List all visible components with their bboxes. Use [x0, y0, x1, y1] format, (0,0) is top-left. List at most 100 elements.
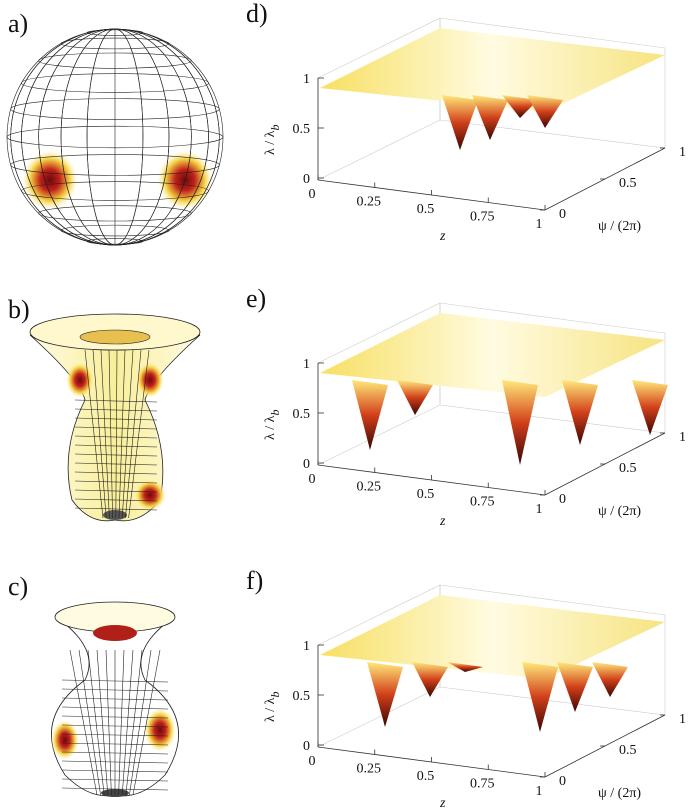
x-tick-label: 1	[536, 502, 543, 517]
surface-dip	[442, 95, 478, 150]
y-axis-label: λ / λb	[263, 410, 282, 440]
wire-line	[10, 28, 220, 246]
x-tick-label: 1	[536, 217, 543, 232]
surface-dip	[562, 380, 598, 445]
psi-tick-label: 0	[559, 492, 566, 507]
x-tick-label: 0.25	[357, 195, 382, 210]
y-tick-label: 0	[303, 457, 310, 472]
x-tick-label: 0	[309, 472, 316, 487]
bulb-shape	[51, 601, 179, 797]
psi-tick-label: 0.5	[619, 743, 637, 758]
psi-tick-label: 1	[679, 712, 686, 727]
x-tick-label: 0.25	[357, 480, 382, 495]
surface-dip	[367, 662, 403, 727]
wire-line	[10, 154, 220, 176]
y-tick-label: 1	[303, 72, 310, 87]
x-tick-label: 0.5	[417, 769, 435, 784]
x-axis-label: z	[439, 796, 446, 810]
wire-line	[21, 181, 209, 201]
wire-line	[118, 349, 126, 519]
y-axis-label-main: λ / λ	[263, 415, 278, 440]
sphere	[6, 28, 224, 246]
surface-dip	[522, 662, 558, 732]
y-axis-label-sub: b	[268, 692, 282, 698]
wire-line	[125, 649, 143, 796]
y-tick-label: 0.5	[293, 407, 311, 422]
wire-line	[78, 649, 101, 796]
wire-line	[128, 349, 150, 519]
x-axis-label: z	[439, 229, 446, 244]
x-tick-label: 0.75	[470, 210, 495, 225]
wire-line	[21, 73, 209, 93]
x-tick-label: 0.5	[417, 202, 435, 217]
y-tick-label: 1	[303, 357, 310, 372]
surface	[320, 28, 665, 112]
surface	[320, 595, 665, 679]
psi-tick-label: 0.5	[619, 176, 637, 191]
wire-line	[115, 349, 118, 519]
surface-dip	[557, 662, 593, 712]
y-tick-label: 0.5	[293, 122, 311, 137]
x-tick-label: 0.75	[470, 495, 495, 510]
psi-tick-label: 0	[559, 207, 566, 222]
psi-axis-label: ψ / (2π)	[598, 786, 641, 801]
y-axis-label-main: λ / λ	[263, 130, 278, 155]
surface-dip	[592, 662, 628, 697]
panel-label: a)	[8, 9, 28, 38]
surface-dip	[502, 380, 538, 465]
wire-line	[74, 417, 158, 421]
y-tick-label: 0	[303, 172, 310, 187]
wire-line	[10, 98, 220, 120]
surface-dip	[397, 380, 433, 415]
y-axis-label-sub: b	[268, 125, 282, 131]
bulb-shape	[29, 313, 201, 522]
x-tick-label: 0.75	[470, 777, 495, 792]
wire-line	[132, 649, 161, 796]
wire-line	[69, 649, 98, 796]
psi-axis-label: ψ / (2π)	[598, 219, 641, 234]
panel-label: e)	[246, 284, 266, 313]
psi-axis-label: ψ / (2π)	[598, 504, 641, 519]
panel-label: c)	[8, 572, 28, 601]
y-tick-label: 0	[303, 739, 310, 754]
wire-line	[125, 349, 142, 519]
y-axis-label-main: λ / λ	[263, 697, 278, 722]
x-tick-label: 0	[309, 187, 316, 202]
surface-dip	[502, 95, 538, 118]
x-tick-label: 0.25	[357, 762, 382, 777]
panel-label: b)	[8, 295, 30, 324]
surface-dip	[527, 95, 563, 128]
surface-dip	[447, 662, 483, 672]
wire-line	[121, 349, 134, 519]
wire-line	[74, 435, 158, 439]
wire-line	[105, 649, 112, 796]
surface-dip	[412, 662, 448, 697]
wire-line	[129, 649, 152, 796]
psi-tick-label: 0	[559, 774, 566, 789]
y-axis-label: λ / λb	[263, 692, 282, 722]
wire-line	[60, 37, 170, 50]
psi-tick-label: 1	[679, 430, 686, 445]
y-tick-label: 0.5	[293, 689, 311, 704]
surface	[320, 313, 665, 397]
wire-line	[6, 125, 224, 149]
y-axis-label: λ / λb	[263, 125, 282, 155]
wire-line	[38, 52, 192, 69]
surface-dip	[472, 95, 508, 140]
wire-line	[108, 349, 113, 519]
x-tick-label: 1	[536, 784, 543, 799]
wire-line	[100, 349, 110, 519]
psi-tick-label: 1	[679, 145, 686, 160]
y-tick-label: 1	[303, 639, 310, 654]
wire-line	[74, 408, 158, 412]
wire-line	[84, 349, 104, 519]
y-axis-label-sub: b	[268, 410, 282, 416]
surface-dip	[352, 380, 388, 450]
wire-line	[87, 649, 105, 796]
wire-line	[96, 649, 109, 796]
wire-line	[74, 399, 158, 403]
wire-line	[121, 649, 134, 796]
wire-line	[38, 205, 192, 222]
wire-line	[74, 426, 158, 430]
